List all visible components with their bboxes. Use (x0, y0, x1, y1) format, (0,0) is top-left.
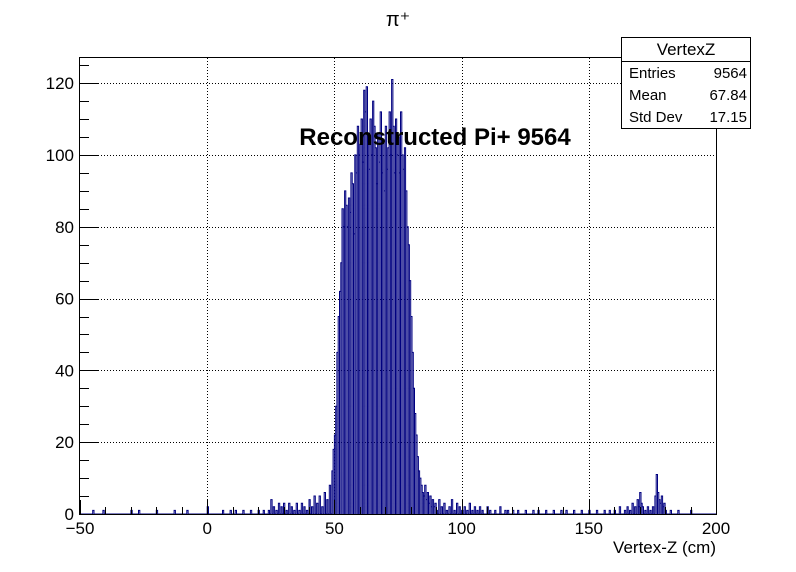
axis-ticks (80, 65, 717, 515)
stats-value: 17.15 (709, 109, 747, 126)
stats-row-entries: Entries 9564 (629, 63, 747, 85)
stats-title: VertexZ (622, 38, 750, 62)
stats-value: 9564 (713, 65, 747, 82)
x-tick-label: −50 (66, 519, 95, 538)
y-tick-label: 120 (46, 74, 74, 93)
x-tick-label: 50 (325, 519, 344, 538)
y-tick-label: 80 (55, 218, 74, 237)
stats-row-mean: Mean 67.84 (629, 85, 747, 107)
y-tick-label: 20 (55, 433, 74, 452)
plot-frame (79, 57, 717, 515)
histogram-series (80, 79, 716, 515)
stats-key: Mean (629, 87, 667, 104)
stats-value: 67.84 (709, 87, 747, 104)
y-tick-label: 0 (65, 505, 74, 524)
y-tick-label: 100 (46, 146, 74, 165)
y-tick-label: 40 (55, 361, 74, 380)
chart-annotation: Reconstructed Pi+ 9564 (299, 124, 571, 151)
x-tick-label: 200 (702, 519, 730, 538)
x-tick-label: 0 (202, 519, 211, 538)
chart-title: π⁺ (386, 9, 410, 31)
stats-box: VertexZ Entries 9564 Mean 67.84 Std Dev … (621, 37, 751, 129)
x-tick-label: 150 (575, 519, 603, 538)
stats-key: Entries (629, 65, 676, 82)
y-tick-label: 60 (55, 290, 74, 309)
x-axis-label: Vertex-Z (cm) (613, 538, 716, 557)
x-tick-label: 100 (447, 519, 475, 538)
stats-row-stddev: Std Dev 17.15 (629, 107, 747, 129)
stats-key: Std Dev (629, 109, 683, 126)
